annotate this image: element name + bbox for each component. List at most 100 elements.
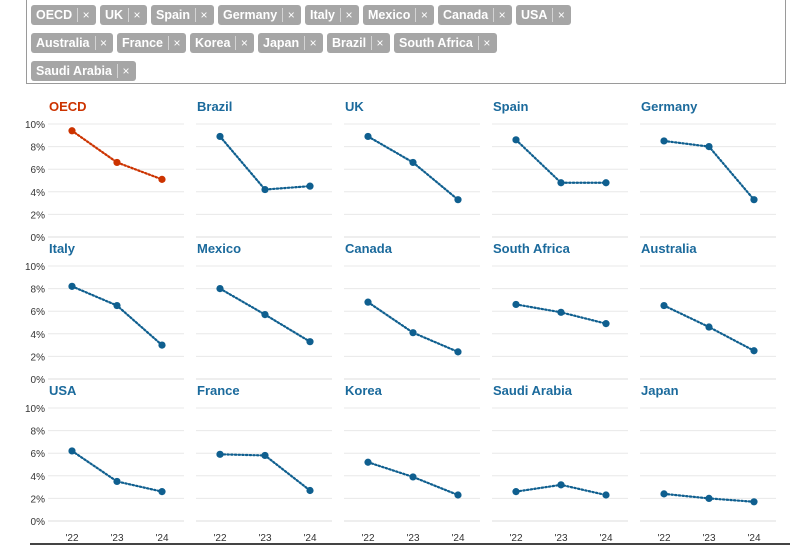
data-point	[261, 310, 269, 319]
panel-italy: Italy	[48, 241, 184, 380]
y-tick-label: 2%	[31, 352, 46, 363]
filter-tag-separator	[128, 8, 130, 22]
filter-tag-separator	[195, 8, 197, 22]
series-line	[70, 449, 164, 493]
x-tick-label: '22	[509, 533, 522, 544]
data-point	[705, 143, 713, 151]
data-point	[750, 347, 758, 355]
y-tick-label: 0%	[31, 375, 46, 386]
filter-tag-germany: Germany ×	[218, 5, 301, 25]
series-line	[366, 301, 460, 353]
y-tick-label: 10%	[25, 120, 45, 131]
x-tick-label: '24	[155, 533, 168, 544]
filter-tag-spain: Spain ×	[151, 5, 214, 25]
filter-tag-usa: USA ×	[516, 5, 571, 25]
filter-tag-japan: Japan ×	[258, 33, 323, 53]
filter-tag-label: Mexico	[368, 8, 411, 22]
x-tick-label: '23	[554, 533, 567, 544]
filter-tag-separator	[168, 36, 169, 50]
remove-tag-icon[interactable]: ×	[309, 36, 317, 50]
filter-tag-uk: UK ×	[100, 5, 147, 25]
x-tick-label: '24	[451, 533, 464, 544]
y-tick-label: 10%	[25, 404, 45, 415]
filter-tag-label: USA	[521, 8, 548, 22]
remove-tag-icon[interactable]: ×	[240, 36, 248, 50]
series-line	[218, 135, 312, 191]
data-point	[409, 329, 417, 337]
remove-tag-icon[interactable]: ×	[420, 8, 428, 22]
panel-title: Canada	[345, 241, 393, 256]
filter-tag-separator	[94, 36, 96, 50]
remove-tag-icon[interactable]: ×	[99, 36, 107, 50]
y-tick-label: 2%	[31, 210, 46, 221]
data-point	[512, 488, 520, 496]
data-point	[660, 490, 668, 498]
y-tick-label: 6%	[31, 165, 46, 176]
panel-title: UK	[345, 99, 364, 114]
y-tick-label: 4%	[31, 188, 46, 199]
remove-tag-icon[interactable]: ×	[557, 8, 565, 22]
data-point	[454, 491, 462, 499]
data-point	[557, 179, 565, 187]
data-point	[557, 308, 565, 316]
data-point	[705, 323, 713, 331]
data-point	[158, 341, 166, 349]
panel-japan: Japan	[640, 383, 776, 522]
data-point	[306, 486, 314, 495]
remove-tag-icon[interactable]: ×	[345, 8, 353, 22]
remove-tag-icon[interactable]: ×	[122, 64, 130, 78]
data-point	[602, 320, 610, 328]
panel-title: Spain	[493, 99, 528, 114]
data-point	[750, 196, 758, 204]
x-tick-label: '22	[213, 533, 226, 544]
country-filter-box[interactable]: OECD × UK × Spain × Germany × Italy × Mexico × Canad…	[26, 0, 786, 84]
data-point	[158, 175, 166, 183]
remove-tag-icon[interactable]: ×	[498, 8, 506, 22]
filter-tag-canada: Canada ×	[438, 5, 512, 25]
panel-title: USA	[49, 383, 77, 398]
data-point	[113, 158, 121, 167]
filter-tag-label: Japan	[263, 36, 300, 50]
remove-tag-icon[interactable]: ×	[200, 8, 208, 22]
data-point	[306, 182, 314, 190]
data-point	[454, 348, 462, 356]
panel-title: South Africa	[493, 241, 571, 256]
filter-tag-oecd: OECD ×	[31, 5, 96, 25]
filter-tag-label: South Africa	[399, 36, 473, 50]
panel-title: Saudi Arabia	[493, 383, 573, 398]
filter-tag-south-africa: South Africa ×	[394, 33, 497, 53]
y-tick-label: 4%	[31, 330, 46, 341]
y-tick-label: 8%	[31, 427, 46, 438]
remove-tag-icon[interactable]: ×	[376, 36, 384, 50]
filter-tag-label: UK	[105, 8, 124, 22]
data-point	[660, 301, 668, 310]
filter-tag-label: Canada	[443, 8, 489, 22]
y-tick-label: 2%	[31, 494, 46, 505]
x-tick-label: '22	[657, 533, 670, 544]
remove-tag-icon[interactable]: ×	[82, 8, 90, 22]
filter-tag-separator	[477, 36, 479, 50]
remove-tag-icon[interactable]: ×	[133, 8, 141, 22]
panel-title: OECD	[49, 99, 87, 114]
panel-mexico: Mexico	[196, 241, 332, 380]
filter-tag-label: Germany	[223, 8, 278, 22]
remove-tag-icon[interactable]: ×	[173, 36, 181, 50]
filter-tag-brazil: Brazil ×	[327, 33, 390, 53]
data-point	[660, 137, 668, 145]
panel-korea: Korea	[344, 383, 480, 522]
remove-tag-icon[interactable]: ×	[287, 8, 295, 22]
filter-tag-saudi-arabia: Saudi Arabia ×	[31, 61, 136, 81]
data-point	[750, 498, 758, 506]
filter-tag-separator	[371, 36, 373, 50]
data-point	[261, 185, 269, 194]
filter-tag-separator	[77, 8, 79, 22]
series-line	[70, 285, 164, 347]
x-tick-label: '24	[747, 533, 760, 544]
remove-tag-icon[interactable]: ×	[483, 36, 491, 50]
data-point	[113, 301, 121, 310]
data-point	[557, 481, 565, 489]
data-point	[512, 136, 520, 144]
filter-tag-australia: Australia ×	[31, 33, 113, 53]
data-point	[68, 282, 76, 290]
